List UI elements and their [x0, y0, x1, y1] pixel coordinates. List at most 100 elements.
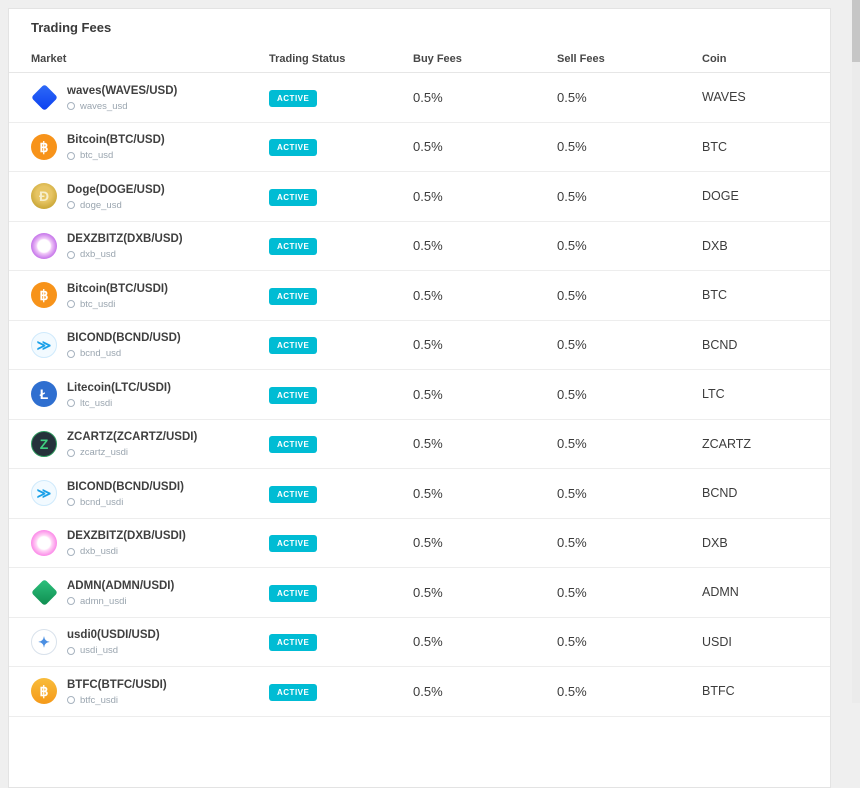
sell-fee: 0.5% [557, 584, 587, 600]
market-name: waves(WAVES/USD) [67, 84, 178, 97]
page-title: Trading Fees [31, 19, 112, 35]
status-cell: ACTIVE [269, 88, 413, 107]
coin-icon-box: ฿ [31, 282, 57, 309]
coin-name: BTC [702, 139, 727, 154]
sell-fee: 0.5% [557, 436, 587, 452]
market-cell: DEXZBITZ(DXB/USD) dxb_usd [9, 231, 269, 260]
status-cell: ACTIVE [269, 484, 413, 503]
status-badge: ACTIVE [269, 683, 318, 701]
table-row[interactable]: waves(WAVES/USD) waves_usd ACTIVE 0.5% 0… [9, 73, 830, 123]
coin-name: WAVES [702, 90, 746, 105]
coin-icon-box: Z [31, 430, 57, 457]
buy-fee: 0.5% [413, 584, 443, 600]
status-badge: ACTIVE [269, 485, 318, 503]
market-cell: ฿ Bitcoin(BTC/USDI) btc_usdi [9, 281, 269, 310]
coin-name: USDI [702, 634, 732, 649]
sell-fee: 0.5% [557, 188, 587, 204]
table-header: Market Trading Status Buy Fees Sell Fees… [9, 45, 830, 73]
market-name: Litecoin(LTC/USDI) [67, 381, 171, 394]
coin-icon: ฿ [31, 678, 57, 705]
table-row[interactable]: ฿ Bitcoin(BTC/USDI) btc_usdi ACTIVE 0.5%… [9, 271, 830, 321]
table-row[interactable]: Z ZCARTZ(ZCARTZ/USDI) zcartz_usdi ACTIVE… [9, 420, 830, 469]
market-pair-id: btc_usdi [80, 298, 116, 310]
table-row[interactable]: ≫ BICOND(BCND/USD) bcnd_usd ACTIVE 0.5% … [9, 321, 830, 370]
table-row[interactable]: ฿ BTFC(BTFC/USDI) btfc_usdi ACTIVE 0.5% … [9, 667, 830, 717]
coin-icon: Ð [31, 183, 57, 210]
market-name: usdi0(USDI/USD) [67, 629, 160, 642]
col-header-market: Market [31, 52, 67, 65]
market-cell: DEXZBITZ(DXB/USDI) dxb_usdi [9, 528, 269, 557]
col-header-sell-fees: Sell Fees [557, 52, 605, 65]
coin-name: DXB [702, 535, 728, 550]
coin-icon [30, 83, 58, 111]
market-pair: bcnd_usdi [67, 497, 184, 508]
table-row[interactable]: DEXZBITZ(DXB/USD) dxb_usd ACTIVE 0.5% 0.… [9, 222, 830, 271]
market-text: Bitcoin(BTC/USD) btc_usd [67, 132, 165, 161]
status-cell: ACTIVE [269, 137, 413, 157]
buy-fee: 0.5% [413, 485, 443, 501]
buy-fee: 0.5% [413, 238, 443, 254]
market-name: BTFC(BTFC/USDI) [67, 678, 167, 691]
table-row[interactable]: Ł Litecoin(LTC/USDI) ltc_usdi ACTIVE 0.5… [9, 370, 830, 420]
market-pair-id: ltc_usdi [80, 397, 113, 409]
market-pair: bcnd_usd [67, 348, 181, 359]
coin-name: BTFC [702, 684, 735, 699]
table-row[interactable]: Ð Doge(DOGE/USD) doge_usd ACTIVE 0.5% 0.… [9, 172, 830, 222]
market-pair: waves_usd [67, 101, 177, 112]
col-header-coin: Coin [702, 52, 727, 65]
status-badge: ACTIVE [269, 386, 318, 404]
coin-name: DOGE [702, 189, 739, 204]
status-cell: ACTIVE [269, 286, 413, 305]
coin-name: LTC [702, 387, 725, 402]
market-pair: admn_usdi [67, 596, 174, 607]
market-text: DEXZBITZ(DXB/USDI) dxb_usdi [67, 528, 186, 557]
market-cell: ≫ BICOND(BCND/USDI) bcnd_usdi [9, 479, 269, 508]
table-row[interactable]: ADMN(ADMN/USDI) admn_usdi ACTIVE 0.5% 0.… [9, 568, 830, 618]
coin-name: BCND [702, 337, 738, 352]
status-badge: ACTIVE [269, 337, 318, 355]
sell-fee: 0.5% [557, 683, 587, 699]
status-badge: ACTIVE [269, 238, 318, 256]
table-row[interactable]: ฿ Bitcoin(BTC/USD) btc_usd ACTIVE 0.5% 0… [9, 123, 830, 172]
status-cell: ACTIVE [269, 385, 413, 404]
buy-fee: 0.5% [413, 436, 443, 452]
market-pair: ltc_usdi [67, 398, 171, 409]
market-text: Litecoin(LTC/USDI) ltc_usdi [67, 380, 171, 409]
market-text: waves(WAVES/USD) waves_usd [67, 83, 177, 112]
table-row[interactable]: ✦ usdi0(USDI/USD) usdi_usd ACTIVE 0.5% 0… [9, 618, 830, 667]
market-pair-id: btc_usd [80, 150, 114, 162]
pair-circle-icon [67, 102, 75, 111]
coin-icon: ✦ [31, 628, 57, 655]
coin-icon: ฿ [31, 133, 57, 160]
table-row[interactable]: DEXZBITZ(DXB/USDI) dxb_usdi ACTIVE 0.5% … [9, 519, 830, 568]
coin-icon-box: Ł [31, 381, 57, 408]
status-cell: ACTIVE [269, 335, 413, 355]
market-pair: btc_usdi [67, 299, 168, 310]
scrollbar-thumb[interactable] [852, 0, 860, 62]
market-name: BICOND(BCND/USDI) [67, 480, 184, 493]
table-row[interactable]: ≫ BICOND(BCND/USDI) bcnd_usdi ACTIVE 0.5… [9, 469, 830, 519]
coin-icon: ฿ [31, 282, 57, 309]
market-pair-id: doge_usd [80, 199, 122, 211]
market-name: Doge(DOGE/USD) [67, 183, 165, 196]
market-pair-id: usdi_usd [80, 645, 119, 657]
status-badge: ACTIVE [269, 287, 318, 305]
scrollbar[interactable] [852, 0, 860, 703]
pair-circle-icon [67, 498, 75, 507]
market-pair: btc_usd [67, 150, 165, 161]
coin-name: BCND [702, 486, 738, 501]
pair-circle-icon [67, 250, 75, 259]
coin-icon-box [30, 578, 58, 606]
market-cell: ADMN(ADMN/USDI) admn_usdi [9, 578, 269, 607]
pair-circle-icon [67, 448, 75, 457]
table-body: waves(WAVES/USD) waves_usd ACTIVE 0.5% 0… [9, 73, 830, 717]
coin-icon-box: Ð [31, 183, 57, 210]
sell-fee: 0.5% [557, 386, 587, 402]
market-pair-id: bcnd_usd [80, 348, 122, 360]
coin-name: DXB [702, 238, 728, 253]
status-badge: ACTIVE [269, 436, 318, 454]
pair-circle-icon [67, 201, 75, 210]
status-badge: ACTIVE [269, 584, 318, 602]
buy-fee: 0.5% [413, 188, 443, 204]
pair-circle-icon [67, 547, 75, 556]
